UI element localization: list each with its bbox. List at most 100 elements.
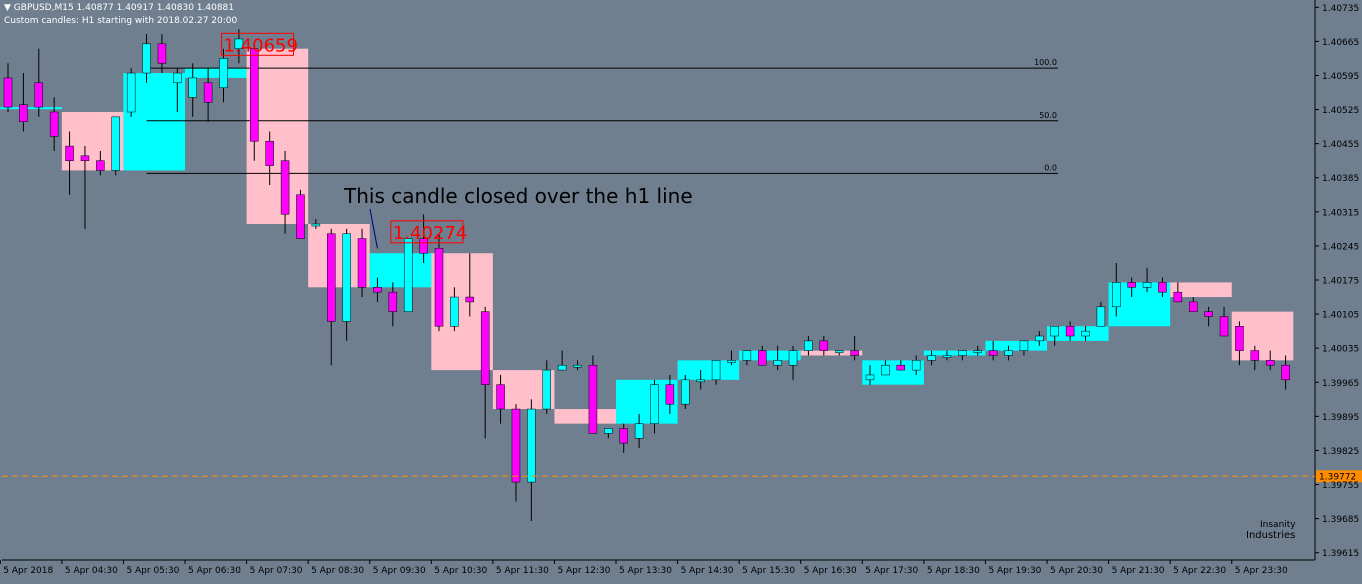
candle-body	[173, 72, 182, 84]
candle-body	[1235, 326, 1244, 351]
candle-body	[927, 355, 936, 361]
candle-body	[527, 408, 536, 483]
candle-body	[496, 384, 505, 410]
fib-label: 100.0	[1034, 58, 1057, 67]
price-label-box	[390, 220, 464, 244]
x-tick-label: 5 Apr 22:30	[1173, 566, 1226, 576]
candle-body	[142, 43, 151, 74]
candle-body	[1189, 301, 1198, 312]
h1-box	[800, 350, 863, 356]
candle-body	[65, 145, 74, 161]
x-tick-label: 5 Apr 06:30	[188, 566, 241, 576]
candle-body	[111, 116, 120, 171]
y-tick-label: 1.40595	[1322, 72, 1359, 82]
candle-body	[681, 379, 690, 405]
candle-body	[34, 82, 44, 108]
candle-body	[96, 160, 105, 171]
indicator-line: Custom candles: H1 starting with 2018.02…	[4, 16, 238, 26]
candle-body	[665, 384, 675, 405]
fib-label: 0.0	[1044, 163, 1057, 172]
candle-body	[1173, 291, 1183, 303]
candle-body	[727, 360, 736, 363]
candle-body	[1265, 360, 1275, 366]
candle-body	[1019, 340, 1029, 351]
candle-body	[542, 369, 551, 410]
candle-body	[850, 350, 859, 356]
x-tick-label: 5 Apr 19:30	[988, 566, 1041, 576]
logo-line2: Industries	[1246, 530, 1296, 541]
candle-body	[434, 248, 444, 327]
candle-body	[511, 408, 521, 483]
x-tick-label: 5 Apr 09:30	[373, 566, 426, 576]
candle-body	[1127, 282, 1136, 288]
candle-body	[1219, 316, 1229, 337]
y-tick-label: 1.40105	[1322, 311, 1359, 321]
x-tick-label: 5 Apr 08:30	[311, 566, 364, 576]
symbol-line: GBPUSD,M15 1.40877 1.40917 1.40830 1.408…	[13, 3, 234, 13]
y-tick-label: 1.40455	[1322, 140, 1359, 150]
y-tick-label: 1.39755	[1322, 481, 1359, 491]
candle-body	[19, 104, 28, 122]
candle-body	[1142, 282, 1152, 288]
h1-box	[923, 350, 986, 356]
h1-box	[185, 68, 247, 78]
candle-body	[388, 291, 398, 312]
candle-body	[188, 77, 197, 98]
candle-body	[619, 428, 628, 444]
candle-body	[80, 155, 90, 161]
x-tick-label: 5 Apr 10:30	[434, 566, 487, 576]
candle-body	[1065, 326, 1075, 337]
collapse-triangle-icon[interactable]: ▼	[4, 3, 11, 13]
candle-body	[480, 311, 490, 385]
candle-body	[1158, 282, 1167, 293]
price-axis-area	[1315, 0, 1362, 580]
candle-body	[711, 360, 721, 381]
bid-price-box	[1316, 470, 1362, 483]
candle-body	[1281, 364, 1290, 381]
y-tick-label: 1.39965	[1322, 379, 1359, 389]
candle-body	[1204, 311, 1213, 317]
candle-body	[327, 233, 336, 322]
h1-box	[1047, 326, 1109, 341]
x-tick-label: 5 Apr 04:30	[65, 566, 118, 576]
candle-body	[280, 160, 290, 215]
candle-body	[573, 364, 582, 368]
x-tick-label: 5 Apr 13:30	[619, 566, 672, 576]
candle-body	[819, 340, 829, 351]
candle-body	[881, 364, 890, 376]
y-tick-label: 1.39825	[1322, 447, 1359, 457]
candle-body	[588, 364, 598, 434]
x-tick-label: 5 Apr 14:30	[681, 566, 734, 576]
h1-box	[554, 409, 617, 424]
candle-body	[403, 238, 413, 312]
candle-body	[758, 350, 767, 366]
candle-body	[1081, 330, 1090, 337]
y-tick-label: 1.40245	[1322, 242, 1359, 252]
x-tick-label: 5 Apr 2018	[3, 566, 53, 576]
candle-body	[604, 428, 613, 434]
y-tick-label: 1.39895	[1322, 413, 1359, 423]
insanity-industries-logo: Insanity Industries	[1244, 520, 1308, 544]
h1-box	[985, 340, 1048, 351]
price-label-box	[221, 32, 294, 56]
candle-body	[865, 374, 875, 381]
fib-label: 50.0	[1039, 111, 1057, 120]
x-tick-label: 5 Apr 20:30	[1050, 566, 1103, 576]
x-tick-label: 5 Apr 12:30	[557, 566, 610, 576]
candle-body	[696, 379, 705, 383]
h1-box	[369, 253, 432, 288]
candle-body	[634, 423, 644, 439]
y-tick-label: 1.40735	[1322, 4, 1359, 14]
annotation-text: This candle closed over the h1 line	[343, 184, 693, 208]
candle-body	[742, 350, 752, 361]
candle-body	[219, 58, 228, 88]
y-tick-label: 1.40175	[1322, 277, 1359, 287]
candle-body	[126, 72, 136, 113]
candle-body	[49, 111, 59, 137]
h1-box	[1170, 282, 1232, 298]
h1-box	[739, 350, 801, 361]
candle-body	[157, 43, 167, 64]
candle-body	[958, 350, 967, 356]
